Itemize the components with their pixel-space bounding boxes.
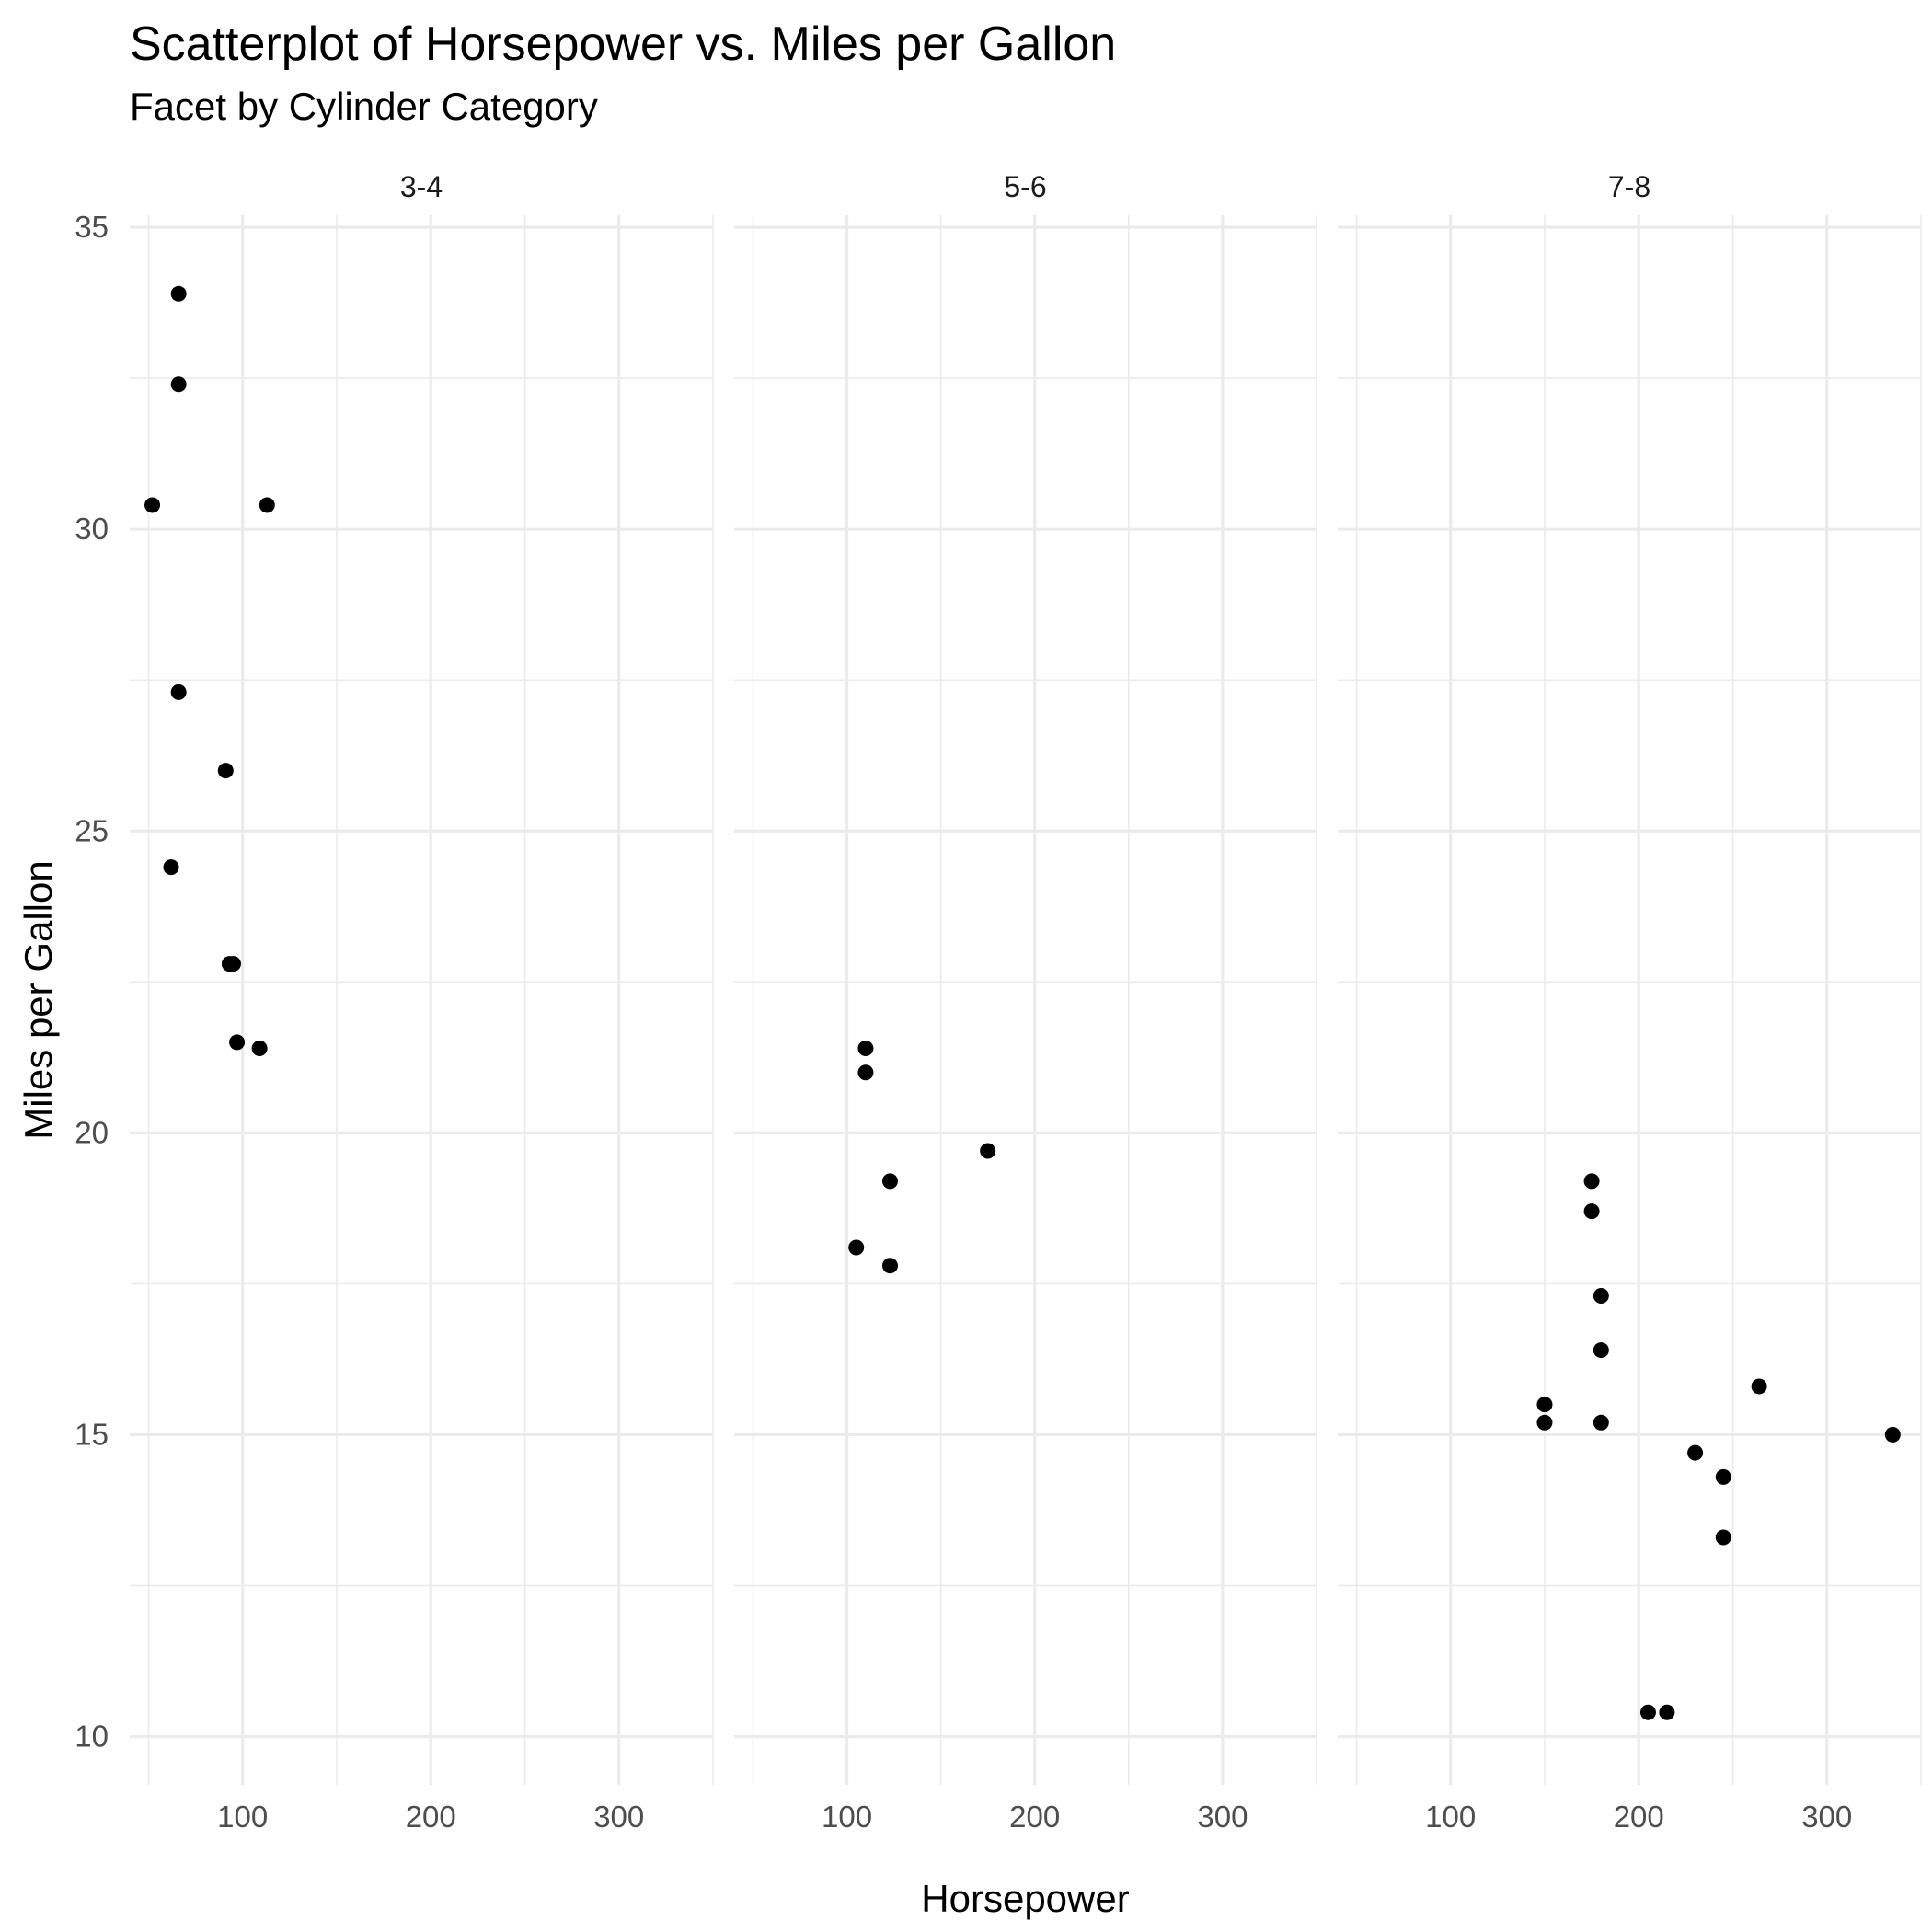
y-tick-label: 35 [75,210,109,244]
chart-subtitle: Facet by Cylinder Category [130,85,598,128]
scatter-point [881,1258,898,1274]
x-tick-label: 300 [1197,1800,1248,1834]
facet-strip-label: 7-8 [1608,170,1650,203]
scatter-point [144,497,161,513]
x-tick-label: 100 [1425,1800,1476,1834]
scatter-point [163,859,179,876]
point-layer [144,285,1901,1720]
scatter-point [1639,1704,1656,1720]
scatter-point [857,1040,874,1056]
scatter-point [1659,1704,1675,1720]
scatter-point [251,1040,268,1056]
scatter-point [1583,1173,1600,1190]
x-tick-label: 200 [1614,1800,1664,1834]
y-tick-label: 20 [75,1115,109,1149]
scatter-point [1687,1444,1704,1461]
scatter-point [1593,1342,1609,1359]
scatter-point [1715,1468,1731,1485]
y-tick-label: 30 [75,512,109,546]
x-axis-title: Horsepower [921,1877,1129,1920]
scatter-point [217,763,234,779]
chart-title: Scatterplot of Horsepower vs. Miles per … [130,17,1117,71]
scatter-point [848,1239,865,1256]
y-axis-title: Miles per Gallon [17,860,60,1139]
facet-strip-label: 3-4 [400,170,443,203]
scatter-point [857,1064,874,1081]
scatter-point [229,1034,246,1051]
scatter-point [170,376,187,393]
facet-strip-label: 5-6 [1004,170,1046,203]
scatter-point [881,1173,898,1190]
scatter-point [1884,1426,1901,1443]
x-tick-label: 300 [1801,1800,1852,1834]
scatter-point [1715,1529,1731,1546]
y-tick-label: 10 [75,1719,109,1754]
y-tick-label: 15 [75,1417,109,1451]
scatter-point [170,684,187,700]
x-tick-label: 100 [822,1800,872,1834]
scatter-point [1751,1378,1767,1395]
x-tick-label: 100 [217,1800,268,1834]
x-tick-label: 200 [1009,1800,1060,1834]
scatter-point [170,285,187,302]
x-tick-label: 300 [593,1800,644,1834]
scatter-point [224,956,241,972]
y-tick-label: 25 [75,813,109,847]
scatter-point [1536,1397,1553,1413]
grid-layer [130,215,1922,1785]
x-tick-label: 200 [406,1800,456,1834]
facet-strip-layer: 3-4 5-6 7-8 [400,170,1650,203]
scatter-point [1583,1203,1600,1220]
scatter-point [1593,1288,1609,1305]
scatter-point [980,1143,996,1159]
scatter-point [1536,1414,1553,1431]
tick-layer: 100 200 300 100 200 300 100 200 300 10 15 20 25 30 35 [75,210,1852,1834]
scatter-point [1593,1414,1609,1431]
scatter-point [259,497,275,513]
